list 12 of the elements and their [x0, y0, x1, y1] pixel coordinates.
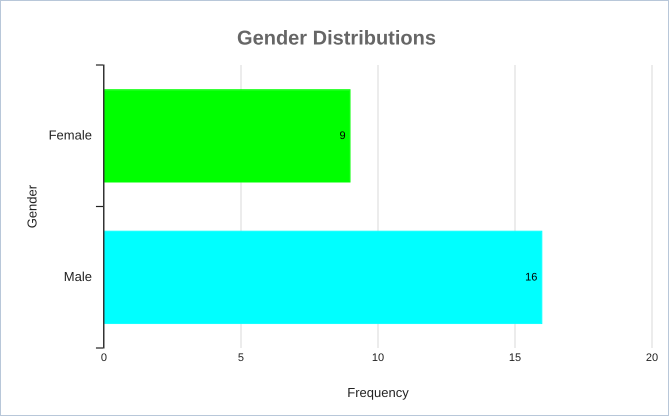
- x-tick-label: 20: [646, 352, 658, 364]
- chart-title: Gender Distributions: [237, 28, 436, 50]
- y-tick-label: Female: [48, 127, 92, 142]
- data-label: 16: [525, 271, 538, 284]
- data-label: 9: [339, 130, 346, 142]
- x-axis-title: Frequency: [347, 384, 410, 400]
- x-tick-label: 0: [100, 352, 108, 364]
- y-axis-title: Gender: [24, 184, 40, 228]
- x-tick-label: 15: [508, 352, 522, 364]
- x-tick-label: 5: [238, 352, 244, 364]
- x-tick-label: 10: [372, 352, 384, 364]
- y-tick-label: Male: [64, 268, 92, 284]
